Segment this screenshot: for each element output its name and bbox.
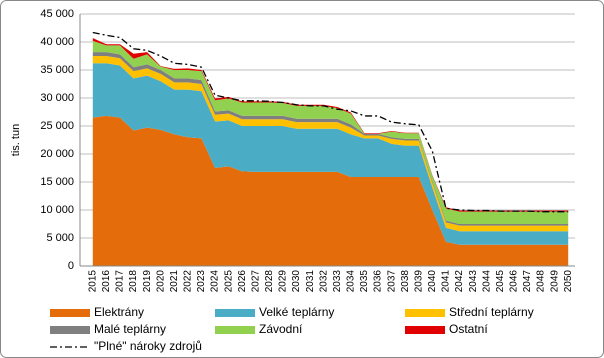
x-tick-label: 2036 bbox=[373, 270, 384, 293]
x-tick-label: 2042 bbox=[454, 270, 465, 293]
x-tick-label: 2018 bbox=[128, 270, 139, 293]
x-tick-label: 2038 bbox=[400, 270, 411, 293]
area bbox=[92, 115, 569, 266]
x-tick-label: 2032 bbox=[318, 270, 329, 293]
x-tick-label: 2029 bbox=[278, 270, 289, 293]
x-tick-label: 2020 bbox=[155, 270, 166, 293]
legend-swatch bbox=[405, 326, 445, 334]
legend-swatch bbox=[50, 309, 90, 317]
x-tick-label: 2041 bbox=[441, 270, 452, 293]
y-tick-label: 45 000 bbox=[40, 8, 74, 20]
y-tick-label: 20 000 bbox=[40, 148, 74, 160]
x-tick-label: 2047 bbox=[522, 270, 533, 293]
area bbox=[92, 52, 569, 226]
legend-label: Elektrány bbox=[94, 305, 144, 319]
area bbox=[92, 40, 569, 224]
x-tick-label: 2050 bbox=[563, 270, 574, 293]
x-tick-label: 2027 bbox=[250, 270, 261, 293]
legend-label: Závodní bbox=[259, 322, 303, 336]
legend-label: Velké teplárny bbox=[259, 305, 334, 319]
legend-swatch bbox=[50, 326, 90, 334]
legend-swatch bbox=[215, 309, 255, 317]
x-tick-label: 2016 bbox=[101, 270, 112, 293]
y-tick-label: 40 000 bbox=[40, 36, 74, 48]
x-tick-label: 2024 bbox=[210, 270, 221, 293]
x-tick-label: 2017 bbox=[115, 270, 126, 293]
y-tick-label: 10 000 bbox=[40, 204, 74, 216]
x-tick-label: 2035 bbox=[359, 270, 370, 293]
y-tick-label: 0 bbox=[68, 260, 74, 272]
x-tick-label: 2023 bbox=[196, 270, 207, 293]
area bbox=[92, 38, 569, 212]
x-tick-label: 2030 bbox=[291, 270, 302, 293]
x-tick-label: 2021 bbox=[169, 270, 180, 293]
x-tick-label: 2048 bbox=[536, 270, 547, 293]
x-tick-label: 2043 bbox=[468, 270, 479, 293]
legend-swatch bbox=[405, 309, 445, 317]
x-tick-label: 2031 bbox=[305, 270, 316, 293]
x-tick-label: 2044 bbox=[481, 270, 492, 293]
x-tick-label: 2026 bbox=[237, 270, 248, 293]
x-tick-label: 2022 bbox=[183, 270, 194, 293]
x-tick-label: 2033 bbox=[332, 270, 343, 293]
x-tick-label: 2025 bbox=[223, 270, 234, 293]
x-tick-label: 2049 bbox=[549, 270, 560, 293]
y-tick-label: 15 000 bbox=[40, 176, 74, 188]
area bbox=[92, 56, 569, 232]
y-tick-label: 30 000 bbox=[40, 92, 74, 104]
x-tick-label: 2015 bbox=[87, 270, 98, 293]
legend-label: "Plné" nároky zdrojů bbox=[94, 339, 202, 353]
x-tick-label: 2037 bbox=[386, 270, 397, 293]
legend-swatch bbox=[215, 326, 255, 334]
x-tick-label: 2019 bbox=[142, 270, 153, 293]
x-tick-label: 2046 bbox=[509, 270, 520, 293]
x-tick-label: 2028 bbox=[264, 270, 275, 293]
y-tick-label: 35 000 bbox=[40, 64, 74, 76]
legend-label: Ostatní bbox=[449, 322, 488, 336]
y-tick-label: 5 000 bbox=[46, 232, 74, 244]
legend-label: Střední teplárny bbox=[449, 305, 534, 319]
y-axis-label: tis. tun bbox=[10, 124, 22, 156]
legend-label: Malé teplárny bbox=[94, 322, 166, 336]
requirement-line bbox=[92, 31, 569, 213]
area bbox=[92, 63, 569, 245]
x-tick-label: 2034 bbox=[346, 270, 357, 293]
x-tick-label: 2045 bbox=[495, 270, 506, 293]
x-tick-label: 2039 bbox=[413, 270, 424, 293]
x-tick-label: 2040 bbox=[427, 270, 438, 293]
y-tick-label: 25 000 bbox=[40, 120, 74, 132]
